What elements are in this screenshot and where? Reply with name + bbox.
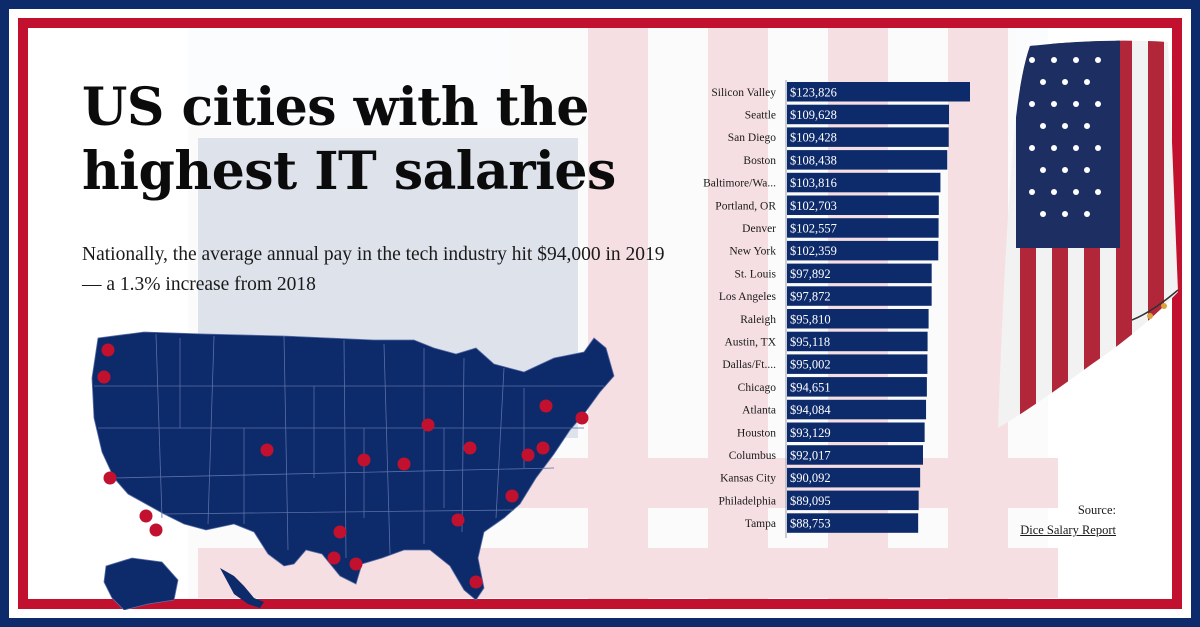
source-note: Source: Dice Salary Report bbox=[1020, 500, 1116, 540]
bar bbox=[787, 172, 941, 193]
category-label: San Diego bbox=[728, 132, 776, 144]
category-label: Raleigh bbox=[740, 314, 776, 326]
category-label: Portland, OR bbox=[715, 200, 776, 212]
category-label: Tampa bbox=[745, 518, 776, 530]
bar-value-label: $94,084 bbox=[790, 403, 831, 417]
bar-value-label: $92,017 bbox=[790, 448, 831, 462]
category-label: Atlanta bbox=[742, 405, 776, 417]
category-label: Silicon Valley bbox=[711, 87, 776, 99]
category-label: Houston bbox=[737, 427, 776, 439]
inner-white-frame bbox=[9, 9, 1191, 618]
page-title: US cities with the highest IT salaries bbox=[82, 77, 616, 202]
american-flag-icon bbox=[998, 40, 1179, 429]
bar bbox=[787, 263, 932, 284]
source-label: Source: bbox=[1077, 503, 1116, 517]
bar-value-label: $95,810 bbox=[790, 312, 831, 326]
category-label: St. Louis bbox=[734, 268, 776, 280]
bar bbox=[787, 104, 950, 125]
us-states-map-icon bbox=[91, 331, 615, 610]
bar-value-label: $95,002 bbox=[790, 358, 831, 372]
bar-value-label: $95,118 bbox=[790, 335, 830, 349]
category-label: Columbus bbox=[729, 450, 777, 462]
red-frame bbox=[18, 18, 1182, 609]
bar-value-label: $89,095 bbox=[790, 494, 831, 508]
bar-value-label: $123,826 bbox=[790, 85, 837, 99]
source-link[interactable]: Dice Salary Report bbox=[1020, 523, 1116, 537]
bar bbox=[787, 422, 925, 442]
bar bbox=[787, 354, 928, 374]
category-label: Chicago bbox=[738, 382, 777, 394]
bar-value-label: $94,651 bbox=[790, 380, 831, 394]
category-label: Philadelphia bbox=[719, 495, 777, 507]
bar bbox=[787, 331, 928, 352]
bar bbox=[787, 377, 927, 397]
bar-value-label: $102,703 bbox=[790, 199, 837, 213]
category-label: Dallas/Ft.... bbox=[722, 359, 776, 371]
salary-bar-chart: Silicon Valley $123,826 Seattle $109,628 San… bbox=[703, 80, 970, 538]
bar-value-label: $97,892 bbox=[790, 267, 831, 281]
page-subtitle: Nationally, the average annual pay in th… bbox=[82, 244, 665, 295]
bar bbox=[787, 286, 932, 306]
category-label: Boston bbox=[743, 155, 776, 167]
bar-value-label: $103,816 bbox=[790, 176, 837, 190]
bar bbox=[787, 82, 970, 102]
bar bbox=[787, 513, 919, 533]
bar bbox=[787, 445, 923, 465]
bar bbox=[787, 490, 919, 511]
bar-value-label: $102,359 bbox=[790, 244, 837, 258]
bar bbox=[787, 467, 921, 488]
category-label: Seattle bbox=[745, 109, 776, 121]
bar bbox=[787, 127, 949, 147]
bar bbox=[787, 240, 939, 261]
bar-value-label: $93,129 bbox=[790, 426, 831, 440]
bar-value-label: $97,872 bbox=[790, 290, 831, 304]
category-label: New York bbox=[729, 246, 776, 258]
bar-value-label: $102,557 bbox=[790, 221, 837, 235]
bar-value-label: $108,438 bbox=[790, 153, 837, 167]
bar-value-label: $90,092 bbox=[790, 471, 831, 485]
bar bbox=[787, 218, 939, 238]
bar-value-label: $109,428 bbox=[790, 131, 837, 145]
bar bbox=[787, 309, 929, 329]
bar-value-label: $109,628 bbox=[790, 108, 837, 122]
category-label: Los Angeles bbox=[719, 291, 777, 303]
bar bbox=[787, 150, 948, 170]
category-label: Austin, TX bbox=[724, 336, 776, 348]
category-label: Kansas City bbox=[720, 473, 776, 485]
category-label: Denver bbox=[742, 223, 776, 235]
category-label: Baltimore/Wa... bbox=[703, 178, 776, 190]
bar-value-label: $88,753 bbox=[790, 517, 831, 531]
bar bbox=[787, 195, 939, 215]
bar bbox=[787, 399, 927, 420]
